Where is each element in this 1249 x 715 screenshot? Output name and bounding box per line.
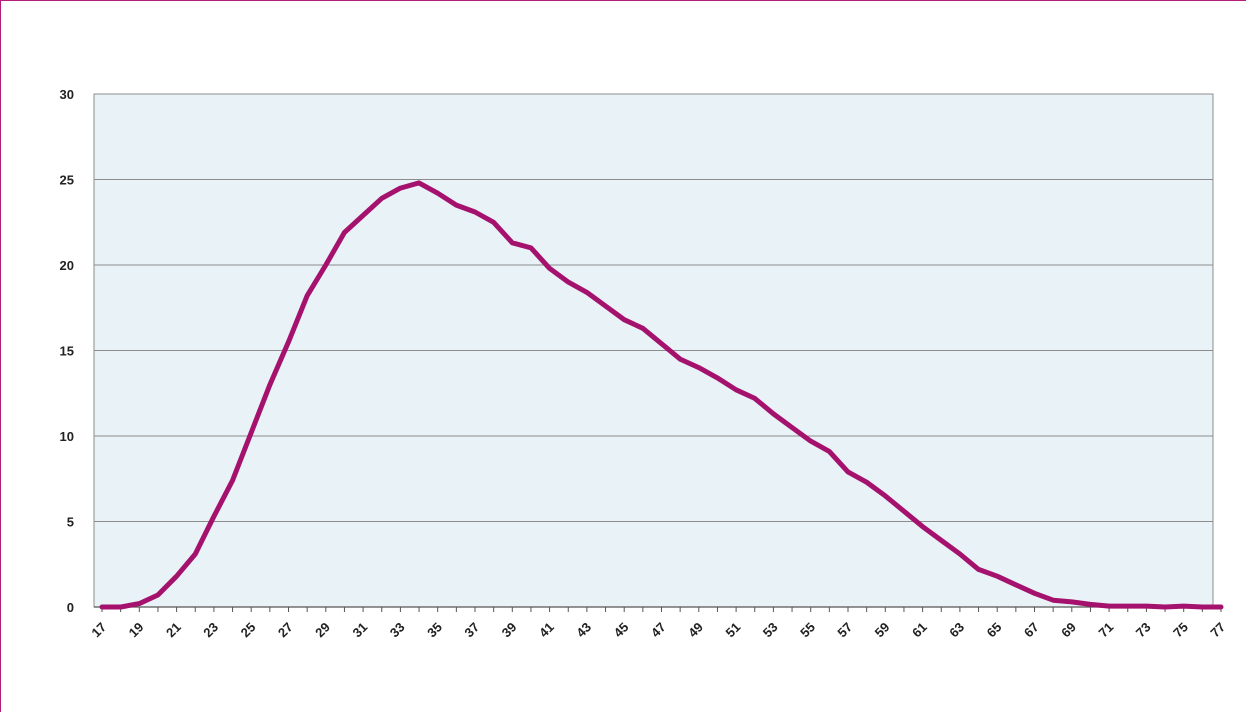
- x-tick-label: 25: [238, 619, 259, 640]
- x-tick-label: 55: [797, 619, 818, 640]
- x-tick-label: 49: [685, 619, 706, 640]
- x-tick-label: 39: [499, 619, 520, 640]
- x-tick-label: 61: [909, 619, 930, 640]
- series-line: [99, 180, 1224, 610]
- x-tick-label: 63: [946, 619, 967, 640]
- x-tick-label: 23: [200, 619, 221, 640]
- x-tick-label: 19: [126, 619, 147, 640]
- x-tick-label: 29: [312, 619, 333, 640]
- y-tick-label: 10: [60, 429, 74, 444]
- x-tick-label: 69: [1058, 619, 1079, 640]
- y-tick-label: 30: [60, 87, 74, 102]
- x-tick-label: 47: [648, 619, 669, 640]
- x-tick-label: 33: [387, 619, 408, 640]
- x-tick-label: 27: [275, 619, 296, 640]
- x-tick-label: 17: [88, 619, 109, 640]
- x-tick-label: 73: [1133, 619, 1154, 640]
- x-tick-label: 71: [1095, 619, 1116, 640]
- y-tick-label: 5: [67, 515, 74, 530]
- y-tick-label: 20: [60, 258, 74, 273]
- x-tick-label: 59: [872, 619, 893, 640]
- x-tick-label: 51: [722, 619, 743, 640]
- x-tick-label: 77: [1207, 619, 1228, 640]
- x-tick-label: 65: [984, 619, 1005, 640]
- x-tick-label: 21: [163, 619, 184, 640]
- y-tick-label: 25: [60, 173, 74, 188]
- y-tick-label: 0: [67, 600, 74, 615]
- x-tick-label: 67: [1021, 619, 1042, 640]
- y-tick-label: 15: [60, 344, 74, 359]
- x-tick-label: 45: [611, 619, 632, 640]
- x-tick-label: 75: [1170, 619, 1191, 640]
- x-tick-label: 41: [536, 619, 557, 640]
- x-tick-label: 35: [424, 619, 445, 640]
- x-tick-label: 43: [573, 619, 594, 640]
- x-tick-label: 31: [349, 619, 370, 640]
- x-tick-label: 57: [834, 619, 855, 640]
- x-tick-label: 53: [760, 619, 781, 640]
- x-tick-label: 37: [461, 619, 482, 640]
